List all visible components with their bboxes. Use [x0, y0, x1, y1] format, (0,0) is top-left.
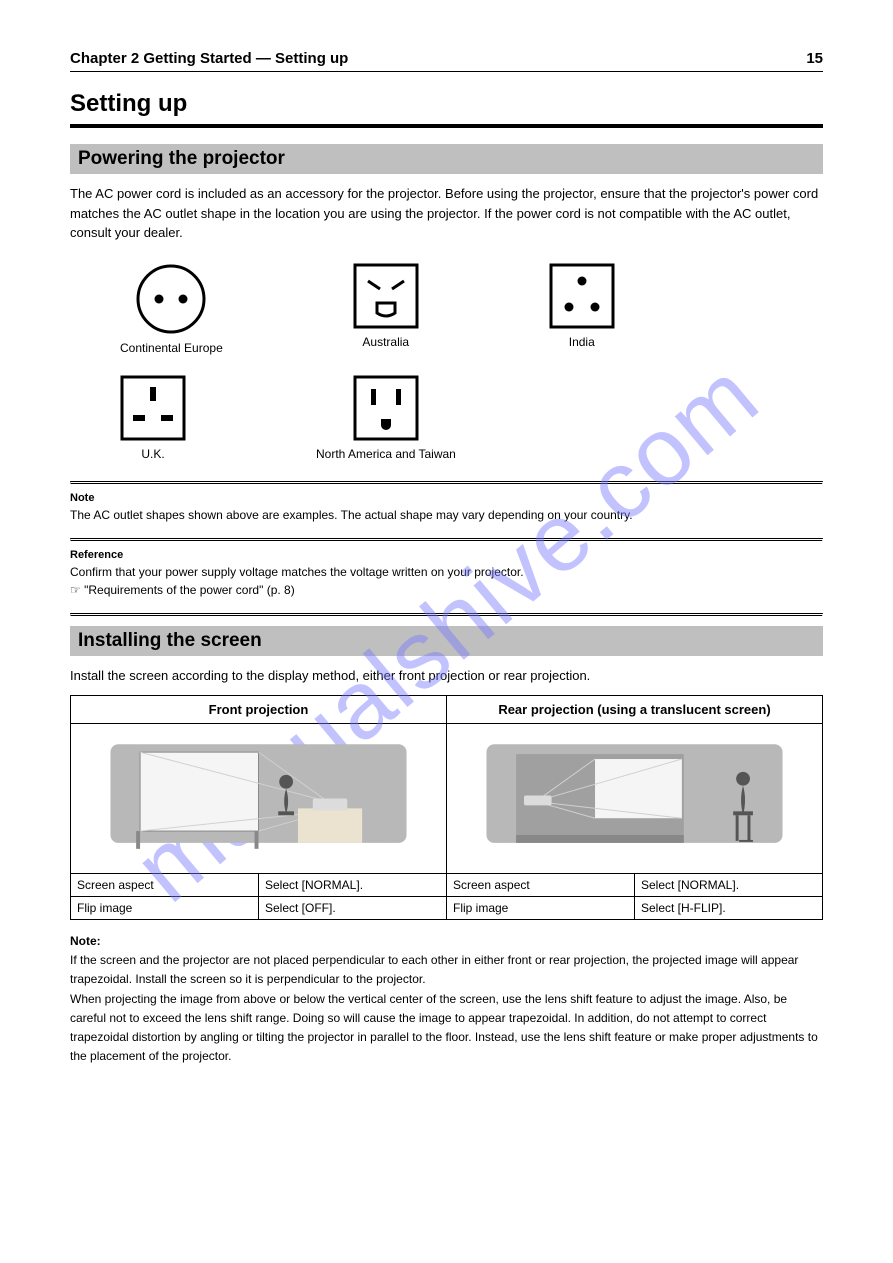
outlet-us-label: North America and Taiwan: [316, 447, 456, 461]
outlet-india: India: [549, 263, 615, 355]
outlet-row-2: U.K. North America and Taiwan: [120, 375, 823, 461]
chapter-title: Chapter 2 Getting Started — Setting up: [70, 50, 348, 67]
row1-value-rear: Select [NORMAL].: [635, 874, 823, 897]
outlet-india-icon: [549, 263, 615, 329]
outlet-us-icon: [353, 375, 419, 441]
page: Chapter 2 Getting Started — Setting up 1…: [0, 0, 893, 1116]
row2-label-front: Flip image: [71, 897, 259, 920]
row2-value-front: Select [OFF].: [259, 897, 447, 920]
divider: [70, 613, 823, 616]
outlet-uk: U.K.: [120, 375, 186, 461]
outlet-row-1: Continental Europe Australia India: [120, 263, 823, 355]
rear-projection-image: [447, 724, 823, 874]
outlet-europe-label: Continental Europe: [120, 341, 223, 355]
reference-cross: "Requirements of the power cord" (p. 8): [84, 583, 295, 597]
outlet-europe: Continental Europe: [120, 263, 223, 355]
installation-table: Front projection Rear projection (using …: [70, 695, 823, 920]
heading-setting-up: Setting up: [70, 90, 823, 128]
final-note: Note: If the screen and the projector ar…: [70, 932, 823, 1066]
row2-label-rear: Flip image: [447, 897, 635, 920]
note-label: Note: [70, 492, 823, 504]
heading-screen: Installing the screen: [70, 626, 823, 656]
reference-label: Reference: [70, 549, 823, 561]
final-note-text: If the screen and the projector are not …: [70, 953, 818, 1063]
outlet-australia-label: Australia: [362, 335, 409, 349]
outlet-australia: Australia: [353, 263, 419, 355]
heading-powering: Powering the projector: [70, 144, 823, 174]
rear-scene-icon: [447, 724, 822, 873]
outlet-australia-icon: [353, 263, 419, 329]
row1-value-front: Select [NORMAL].: [259, 874, 447, 897]
outlet-us: North America and Taiwan: [316, 375, 456, 461]
reference-body: Confirm that your power supply voltage m…: [70, 563, 823, 599]
reference-text: Confirm that your power supply voltage m…: [70, 565, 524, 579]
powering-intro: The AC power cord is included as an acce…: [70, 184, 823, 243]
outlet-europe-icon: [135, 263, 207, 335]
divider: [70, 481, 823, 484]
page-number: 15: [806, 50, 823, 67]
outlet-uk-label: U.K.: [141, 447, 164, 461]
row1-label-front: Screen aspect: [71, 874, 259, 897]
outlet-india-label: India: [569, 335, 595, 349]
page-header: Chapter 2 Getting Started — Setting up 1…: [70, 50, 823, 72]
outlet-uk-icon: [120, 375, 186, 441]
row1-label-rear: Screen aspect: [447, 874, 635, 897]
front-projection-title: Front projection: [71, 696, 447, 724]
install-intro: Install the screen according to the disp…: [70, 666, 823, 686]
note-body: The AC outlet shapes shown above are exa…: [70, 506, 823, 524]
rear-projection-title: Rear projection (using a translucent scr…: [447, 696, 823, 724]
divider: [70, 538, 823, 541]
front-projection-image: [71, 724, 447, 874]
row2-value-rear: Select [H-FLIP].: [635, 897, 823, 920]
front-scene-icon: [71, 724, 446, 873]
